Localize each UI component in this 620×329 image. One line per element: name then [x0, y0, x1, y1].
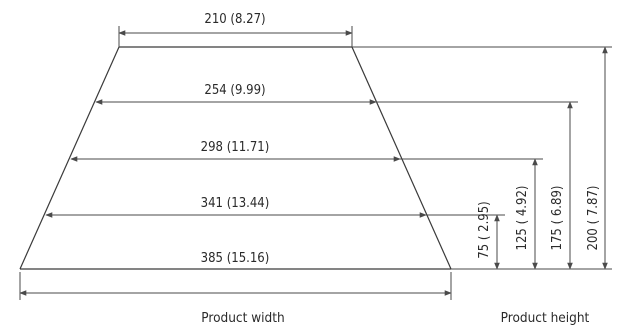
- width-dimension-341: 341 (13.44): [45, 196, 427, 218]
- width-dimension-385: 385 (15.16): [201, 251, 270, 266]
- height-dimension-75: 75 ( 2.95): [477, 201, 500, 270]
- height-dimension-200: 200 ( 7.87): [586, 46, 608, 270]
- product-width-dimension: Product width: [19, 272, 452, 326]
- product-width-caption: Product width: [201, 310, 284, 326]
- width-label-210: 210 (8.27): [204, 12, 265, 27]
- width-label-298: 298 (11.71): [201, 140, 270, 155]
- width-dimension-298: 298 (11.71): [70, 140, 401, 162]
- height-label-175: 175 ( 6.89): [550, 186, 565, 251]
- height-dimension-175: 175 ( 6.89): [550, 101, 573, 270]
- width-dimension-210: 210 (8.27): [118, 12, 353, 47]
- product-height-caption: Product height: [501, 310, 590, 326]
- product-outline: [19, 46, 452, 270]
- width-label-254: 254 (9.99): [204, 83, 265, 98]
- height-dimension-125: 125 ( 4.92): [515, 158, 538, 270]
- height-label-75: 75 ( 2.95): [477, 201, 492, 258]
- height-extension-lines: [352, 46, 612, 270]
- height-label-125: 125 ( 4.92): [515, 186, 530, 251]
- width-dimension-254: 254 (9.99): [95, 83, 377, 105]
- width-label-341: 341 (13.44): [201, 196, 270, 211]
- height-label-200: 200 ( 7.87): [586, 186, 601, 251]
- width-label-385: 385 (15.16): [201, 251, 270, 266]
